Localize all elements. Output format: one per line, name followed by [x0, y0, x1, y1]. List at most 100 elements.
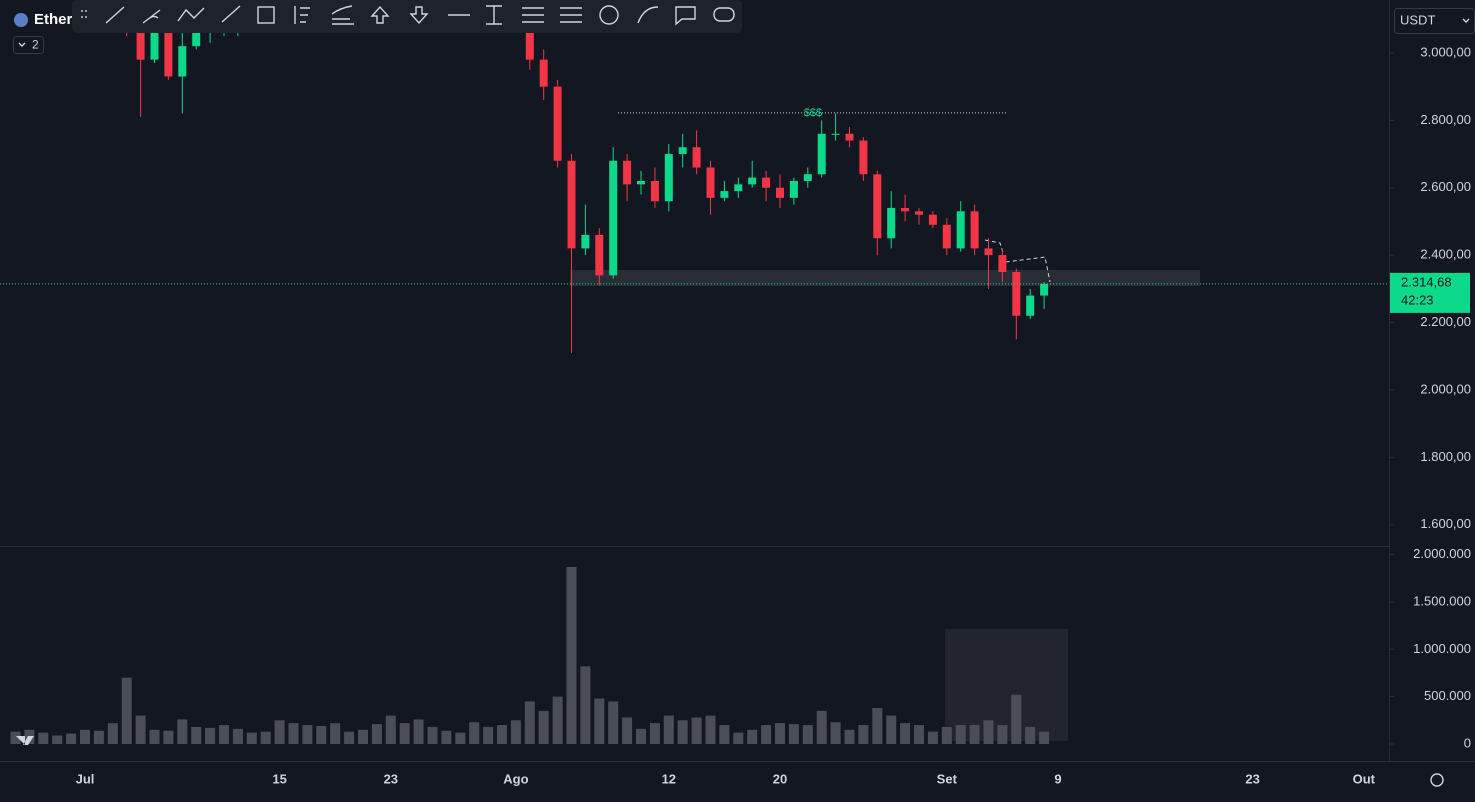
volume-bar	[747, 729, 758, 744]
candle-body	[581, 234, 590, 249]
volume-bar	[941, 726, 952, 744]
volume-bar	[636, 728, 646, 744]
candle-body	[817, 133, 826, 175]
candle-body	[720, 191, 729, 198]
candle-body	[803, 174, 812, 181]
axes: 3.000,00 2.800,00 2.600,00 2.400,00 2.200,00…	[76, 44, 1471, 786]
volume-tick-label: 2.000.000	[1413, 546, 1471, 561]
candle-body	[150, 31, 159, 60]
volume-bar	[594, 698, 605, 744]
volume-bar	[288, 723, 299, 744]
volume-bar	[80, 729, 90, 744]
volume-bar	[802, 725, 813, 744]
candle-body	[734, 184, 743, 192]
tool-callout[interactable]	[675, 6, 696, 26]
candle-body	[539, 59, 548, 87]
tool-arrow-up[interactable]	[370, 5, 390, 24]
chevron	[18, 42, 26, 47]
volume-bar	[371, 724, 382, 744]
volume-bar	[900, 723, 911, 744]
x-tick-label: Out	[1353, 771, 1376, 786]
volume-bar	[399, 723, 410, 744]
volume-bar	[858, 725, 869, 744]
candle-body	[192, 31, 201, 47]
symbol-icon	[14, 13, 28, 27]
volume-bar	[413, 719, 424, 744]
tool-arrow-down[interactable]	[409, 6, 429, 25]
volume-bar	[677, 720, 688, 744]
y-tick-label: 2.400,00	[1420, 247, 1471, 262]
volume-bar	[232, 728, 243, 744]
tool-rect[interactable]	[257, 6, 275, 24]
candle-body	[873, 174, 882, 239]
candle-body	[164, 31, 173, 77]
candle-body	[970, 211, 979, 249]
tool-curve[interactable]	[331, 5, 354, 25]
candle-body	[553, 86, 562, 161]
volume-tick-label: 500.000	[1424, 688, 1471, 703]
candle-body	[1026, 295, 1035, 316]
candle-body	[998, 255, 1007, 272]
tool-circle[interactable]	[599, 5, 619, 25]
x-tick-label: 20	[773, 771, 787, 786]
tool-channel[interactable]	[522, 7, 544, 23]
volume-bar	[441, 730, 452, 744]
volume-bar	[93, 730, 104, 744]
candle-body	[1012, 271, 1021, 316]
candle-body	[136, 32, 145, 60]
annotation-label: $$$	[804, 107, 822, 119]
tool-arc[interactable]	[637, 6, 659, 24]
candle-body	[650, 180, 659, 202]
settings[interactable]	[1430, 773, 1444, 787]
candle-body	[623, 160, 632, 185]
candle-body	[831, 133, 840, 135]
last-price-label: 2.314,68	[1401, 274, 1452, 289]
tool-range[interactable]	[560, 7, 582, 23]
volume-bar	[149, 729, 160, 744]
volume-bar	[330, 723, 341, 744]
x-tick-label: Jul	[76, 771, 95, 786]
volume-bar	[649, 723, 660, 744]
y-tick-label: 1.600,00	[1420, 516, 1471, 531]
tool-path[interactable]	[177, 7, 205, 22]
candle-body	[901, 207, 910, 212]
x-tick-label: 15	[272, 771, 286, 786]
candle-body	[178, 46, 187, 77]
volume-bar	[135, 715, 146, 744]
candle-body	[637, 180, 645, 185]
volume-bar	[691, 717, 702, 744]
chevron	[1462, 18, 1470, 23]
selection-box	[945, 629, 1068, 741]
volume-bar	[538, 710, 549, 744]
volume-bar	[969, 725, 980, 744]
volume-tick-label: 1.000.000	[1413, 641, 1471, 656]
volume-bar	[552, 696, 563, 744]
candle-body	[609, 160, 618, 276]
volume-bar	[914, 725, 924, 744]
volume-bar	[455, 732, 466, 744]
x-tick-label: 23	[384, 771, 398, 786]
volume-bar	[663, 715, 674, 744]
tool-note[interactable]	[713, 7, 735, 22]
volume-bar	[121, 677, 132, 744]
countdown: 42:23	[1401, 292, 1434, 307]
volume-bar	[205, 727, 216, 744]
tool-measure[interactable]	[486, 5, 502, 25]
volume-bar	[344, 731, 355, 744]
volume-bar	[1025, 726, 1036, 744]
tool-fib[interactable]	[294, 6, 310, 24]
tool-angle[interactable]	[142, 9, 161, 24]
candle-body	[678, 147, 687, 155]
tool-trendline[interactable]	[105, 6, 125, 24]
zone	[570, 270, 1200, 286]
volume-bar	[983, 720, 994, 744]
tool-ray[interactable]	[221, 5, 241, 23]
candle-body	[776, 187, 784, 198]
x-tick-label: Ago	[503, 771, 528, 786]
indicator-toggle[interactable]	[13, 36, 44, 54]
candle-body	[692, 147, 701, 168]
y-tick-label: 3.000,00	[1420, 44, 1471, 59]
volume-bar	[775, 723, 785, 744]
